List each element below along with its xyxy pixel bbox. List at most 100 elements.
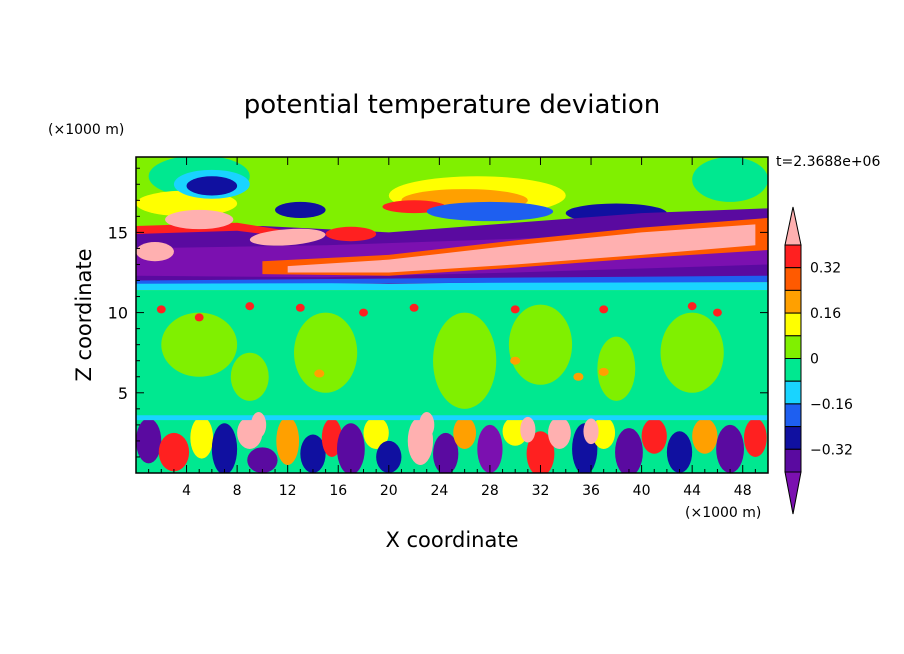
upper-pink-blob: [165, 209, 234, 230]
boundary-cell: [692, 418, 718, 454]
boundary-cell: [477, 424, 503, 473]
boundary-cell: [321, 418, 343, 457]
boundary-cell: [136, 418, 162, 464]
red-orange-edge: [136, 222, 288, 238]
colorbar-label: −0.16: [810, 397, 853, 413]
colorbar-swatch: [784, 403, 802, 428]
speckle: [573, 372, 584, 381]
colorbar-max-arrow: [784, 206, 802, 246]
plot-field: [136, 157, 768, 473]
upper-teal-patch: [692, 157, 768, 202]
boundary-pink-plume: [251, 412, 267, 438]
y-axis: 5 10 15: [108, 167, 768, 458]
boundary-cell: [300, 434, 326, 473]
boundary-cell: [526, 431, 555, 473]
boundary-cell: [453, 416, 477, 449]
boundary-cell: [190, 416, 214, 459]
colorbar-label: 0: [810, 352, 819, 368]
boundary-cyan-top: [136, 415, 768, 421]
speckle: [409, 303, 419, 312]
boundary-cell: [666, 431, 693, 473]
colorbar-label: −0.32: [810, 442, 853, 458]
x-tick-label: 4: [182, 483, 191, 499]
boundary-cell: [336, 423, 365, 473]
speckle: [295, 303, 305, 312]
boundary-pink-plume: [583, 418, 599, 445]
colorbar: 0.32 0.16 0 −0.16 −0.32: [784, 206, 853, 515]
colorbar-label: 0.32: [810, 261, 841, 277]
y-unit-label: (×1000 m): [48, 122, 124, 138]
cyan-mid-line: [136, 282, 768, 291]
upper-navy-patch: [275, 201, 326, 218]
speckle: [194, 313, 204, 322]
colorbar-label: 0.16: [810, 306, 841, 322]
x-tick-label: 16: [329, 483, 347, 499]
boundary-cell: [363, 416, 389, 449]
boundary-pink-plume: [419, 412, 435, 438]
colorbar-swatch: [784, 380, 802, 405]
x-tick-label: 12: [279, 483, 297, 499]
weak-positive-patch: [433, 312, 497, 409]
boundary-cell: [641, 418, 667, 454]
colorbar-swatch: [784, 448, 802, 473]
weak-positive-patch: [161, 312, 238, 377]
negative-blue-edge: [136, 275, 768, 284]
x-tick-label: 36: [582, 483, 600, 499]
weak-positive-patch: [597, 336, 636, 401]
speckle: [599, 305, 609, 314]
boundary-cell: [592, 416, 616, 449]
upper-navy-patch: [186, 176, 238, 196]
x-unit-label: (×1000 m): [685, 505, 761, 521]
weak-positive-patch: [230, 352, 269, 401]
boundary-cell: [158, 432, 190, 472]
boundary-cell: [716, 424, 744, 473]
upper-pink-blob: [249, 228, 326, 246]
colorbar-swatch: [784, 289, 802, 314]
x-tick-label: 8: [233, 483, 242, 499]
x-axis-label: X coordinate: [385, 528, 518, 552]
y-tick-label: 5: [118, 384, 128, 403]
boundary-cell: [211, 423, 238, 473]
speckle: [314, 369, 325, 378]
x-tick-label: 48: [734, 483, 752, 499]
y-tick-label: 10: [108, 304, 128, 323]
boundary-cell: [376, 440, 402, 473]
boundary-cell: [433, 432, 459, 473]
colorbar-swatch: [784, 267, 802, 291]
boundary-cell: [276, 416, 300, 465]
boundary-cell: [247, 447, 278, 473]
boundary-cell: [548, 416, 571, 449]
x-tick-label: 44: [683, 483, 701, 499]
y-axis-label: Z coordinate: [72, 248, 96, 381]
field-contours: [136, 157, 768, 473]
upper-blue-patch: [426, 201, 554, 222]
speckle: [598, 367, 609, 376]
colorbar-min-arrow: [784, 471, 802, 515]
weak-positive-patch: [660, 312, 724, 393]
colorbar-swatch: [784, 335, 802, 359]
speckle: [156, 305, 166, 314]
x-tick-label: 24: [430, 483, 448, 499]
x-tick-label: 28: [481, 483, 499, 499]
speckle: [510, 356, 521, 365]
speckle: [245, 302, 255, 311]
boundary-cell: [743, 418, 767, 457]
x-tick-label: 32: [532, 483, 550, 499]
colorbar-swatch: [784, 358, 802, 382]
colorbar-swatch: [784, 426, 802, 450]
weak-positive-patch: [508, 304, 573, 385]
x-tick-label: 20: [380, 483, 398, 499]
upper-red-blob: [325, 226, 377, 242]
x-axis: 4 8 12 16 20 24 28 32 36 40 44 48: [148, 157, 756, 499]
time-label: t=2.3688e+06: [776, 154, 880, 170]
upper-pink-blob: [136, 242, 174, 262]
colorbar-swatch: [784, 312, 802, 337]
speckle: [510, 305, 520, 314]
x-tick-label: 40: [633, 483, 651, 499]
boundary-pink-plume: [520, 416, 536, 443]
y-tick-label: 15: [108, 223, 128, 242]
positive-diagonal-core: [287, 224, 756, 273]
speckle: [713, 308, 722, 317]
boundary-cell: [615, 428, 643, 473]
